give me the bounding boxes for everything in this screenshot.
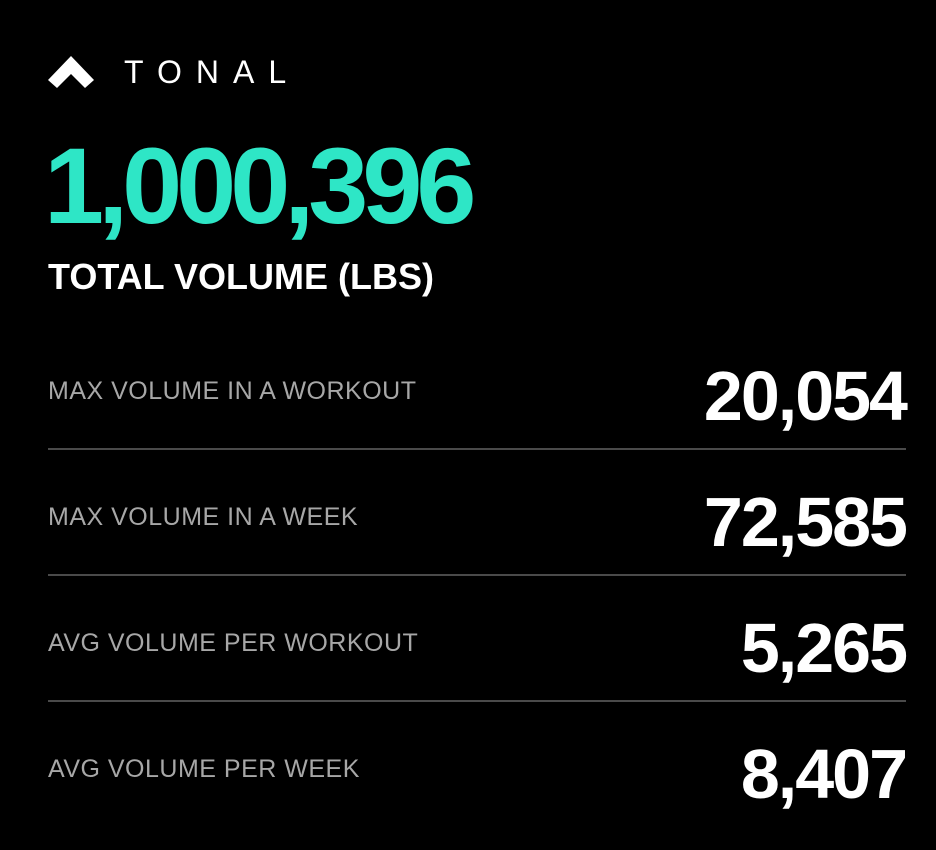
stat-row-max-workout: MAX VOLUME IN A WORKOUT 20,054: [48, 348, 908, 472]
stat-value: 72,585: [703, 483, 908, 561]
divider: [48, 448, 906, 450]
stat-row-max-week: MAX VOLUME IN A WEEK 72,585: [48, 474, 908, 598]
brand-name: TONAL: [124, 54, 301, 90]
stat-value: 8,407: [740, 735, 908, 813]
tonal-chevron-icon: [48, 56, 94, 88]
brand-logo: TONAL: [48, 55, 300, 89]
divider: [48, 574, 906, 576]
stat-label: AVG VOLUME PER WORKOUT: [48, 629, 419, 657]
stat-value: 20,054: [703, 357, 908, 435]
stat-label: MAX VOLUME IN A WEEK: [48, 503, 359, 531]
stat-value: 5,265: [740, 609, 908, 687]
stat-row-avg-week: AVG VOLUME PER WEEK 8,407: [48, 726, 908, 850]
total-volume-label: TOTAL VOLUME (LBS): [48, 256, 434, 297]
stat-label: MAX VOLUME IN A WORKOUT: [48, 377, 417, 405]
total-volume-value: 1,000,396: [44, 125, 476, 246]
divider: [48, 700, 906, 702]
stat-label: AVG VOLUME PER WEEK: [48, 755, 360, 783]
stat-row-avg-workout: AVG VOLUME PER WORKOUT 5,265: [48, 600, 908, 724]
